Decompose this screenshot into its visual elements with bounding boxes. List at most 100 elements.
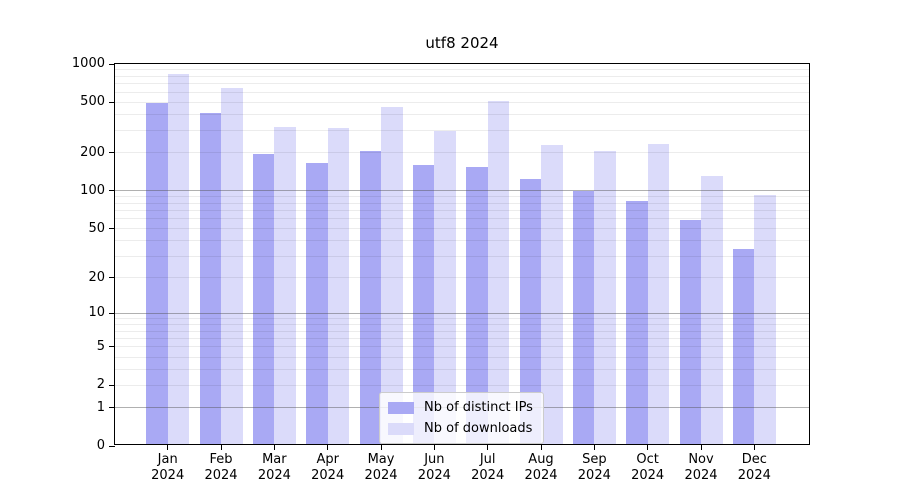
bar-downloads: [487, 101, 510, 444]
x-tick-month: Jan: [157, 452, 178, 467]
y-tick-label: 2: [96, 377, 105, 393]
bar-downloads: [701, 176, 723, 444]
bar-distinct-ips: [732, 249, 755, 444]
x-tick-label: Aug 2024: [501, 452, 581, 484]
y-tick-mark: [109, 407, 115, 409]
x-tick-month: Mar: [262, 452, 287, 467]
bar-downloads: [221, 87, 243, 444]
y-tick-mark: [109, 152, 115, 154]
x-tick-label: Apr 2024: [288, 452, 368, 484]
x-tick-mark: [167, 444, 169, 450]
legend-item-downloads: Nb of downloads: [388, 421, 533, 436]
x-tick-mark: [647, 444, 649, 450]
y-tick-label: 1: [96, 399, 105, 415]
bar-downloads: [167, 74, 190, 444]
x-tick-year: 2024: [151, 468, 185, 483]
legend-label: Nb of distinct IPs: [424, 400, 533, 415]
x-tick-label: Jul 2024: [448, 452, 528, 484]
legend-item-distinct-ips: Nb of distinct IPs: [388, 400, 533, 415]
bar-distinct-ips: [306, 163, 328, 444]
chart-title: utf8 2024: [425, 34, 499, 52]
x-tick-month: May: [367, 452, 395, 467]
x-tick-mark: [487, 444, 489, 450]
x-tick-mark: [593, 444, 595, 450]
x-tick-label: May 2024: [341, 452, 421, 484]
x-tick-mark: [327, 444, 329, 450]
bar-distinct-ips: [146, 102, 168, 444]
x-tick-label: Jan 2024: [128, 452, 208, 484]
x-tick-month: Oct: [636, 452, 659, 467]
x-tick-month: Aug: [528, 452, 554, 467]
x-tick-label: Dec 2024: [714, 452, 794, 484]
x-tick-month: Feb: [209, 452, 233, 467]
y-tick-label: 500: [80, 94, 105, 110]
x-tick-month: Jul: [479, 452, 496, 467]
y-tick-mark: [109, 445, 115, 447]
bar-distinct-ips: [466, 167, 488, 444]
x-tick-label: Oct 2024: [608, 452, 688, 484]
distinct-ips-swatch-icon: [388, 401, 414, 414]
bar-distinct-ips: [199, 112, 222, 444]
x-tick-year: 2024: [257, 468, 291, 483]
x-tick-month: Apr: [316, 452, 339, 467]
y-tick-label: 10: [88, 305, 105, 321]
x-tick-month: Dec: [741, 452, 767, 467]
bar-distinct-ips: [626, 201, 648, 444]
bar-distinct-ips: [572, 191, 595, 444]
legend: Nb of distinct IPs Nb of downloads: [379, 392, 544, 444]
bar-downloads: [381, 106, 403, 444]
x-tick-label: Mar 2024: [234, 452, 314, 484]
x-tick-year: 2024: [364, 468, 398, 483]
x-tick-mark: [273, 444, 275, 450]
y-tick-mark: [109, 346, 115, 348]
x-tick-year: 2024: [417, 468, 451, 483]
bar-distinct-ips: [359, 150, 382, 444]
bar-downloads: [327, 128, 350, 444]
y-tick-label: 200: [80, 144, 105, 160]
y-tick-label: 100: [80, 182, 105, 198]
x-tick-label: Nov 2024: [661, 452, 741, 484]
bar-downloads: [594, 150, 616, 444]
x-tick-year: 2024: [204, 468, 238, 483]
x-tick-mark: [380, 444, 382, 450]
x-tick-year: 2024: [524, 468, 558, 483]
y-tick-label: 5: [96, 338, 105, 354]
x-tick-mark: [753, 444, 755, 450]
bar-downloads: [541, 145, 563, 444]
bar-distinct-ips: [519, 178, 541, 444]
x-tick-label: Jun 2024: [394, 452, 474, 484]
x-tick-month: Jun: [424, 452, 445, 467]
y-tick-mark: [109, 312, 115, 314]
legend-label: Nb of downloads: [424, 421, 533, 436]
bar-downloads: [754, 194, 776, 444]
bar-downloads: [274, 126, 296, 444]
bar-distinct-ips: [679, 220, 701, 444]
x-tick-label: Sep 2024: [554, 452, 634, 484]
x-tick-mark: [700, 444, 702, 450]
x-tick-mark: [220, 444, 222, 450]
plot-area: 1000 500 200 100 50 20 10 5 2 1 0 Jan 2024 Feb 2024 Ma…: [72, 56, 810, 483]
y-tick-label: 50: [88, 220, 105, 236]
x-tick-year: 2024: [577, 468, 611, 483]
y-tick-mark: [109, 63, 115, 65]
x-tick-mark: [433, 444, 435, 450]
y-tick-mark: [109, 277, 115, 279]
x-tick-label: Feb 2024: [181, 452, 261, 484]
y-tick-mark: [109, 384, 115, 386]
bars-layer: [115, 64, 809, 444]
y-tick-mark: [109, 228, 115, 230]
y-tick-label: 20: [88, 269, 105, 285]
bar-distinct-ips: [412, 164, 435, 444]
x-tick-month: Nov: [688, 452, 714, 467]
y-tick-mark: [109, 101, 115, 103]
x-tick-mark: [540, 444, 542, 450]
x-tick-year: 2024: [684, 468, 718, 483]
bar-downloads: [434, 130, 456, 444]
x-tick-year: 2024: [737, 468, 771, 483]
bar-distinct-ips: [252, 153, 275, 444]
bar-downloads: [647, 144, 670, 444]
x-tick-year: 2024: [311, 468, 345, 483]
x-tick-month: Sep: [582, 452, 607, 467]
y-tick-label: 0: [96, 438, 105, 453]
